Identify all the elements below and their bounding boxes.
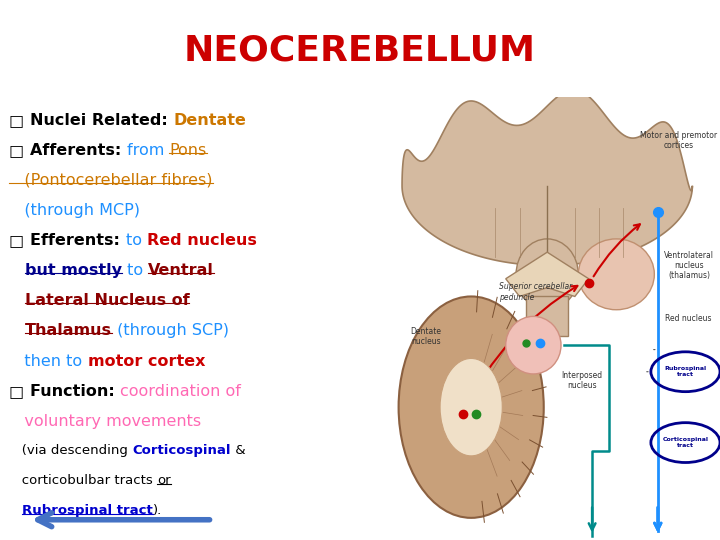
Ellipse shape	[578, 239, 654, 310]
Text: motor cortex: motor cortex	[88, 354, 205, 369]
Text: &: &	[231, 444, 246, 457]
Polygon shape	[505, 252, 589, 296]
Text: □: □	[9, 113, 30, 127]
Text: Ventral: Ventral	[148, 263, 214, 278]
Text: Nuclei Related:: Nuclei Related:	[30, 113, 174, 127]
Ellipse shape	[505, 316, 561, 374]
Text: (through SCP): (through SCP)	[112, 323, 229, 339]
Text: Ventrolateral
nucleus
(thalamus): Ventrolateral nucleus (thalamus)	[664, 251, 714, 280]
Text: Lateral Nucleus of: Lateral Nucleus of	[24, 293, 189, 308]
Polygon shape	[402, 90, 693, 266]
Text: Red nucleus: Red nucleus	[665, 314, 711, 323]
Ellipse shape	[440, 359, 503, 456]
Ellipse shape	[516, 239, 578, 310]
Text: Interposed
nucleus: Interposed nucleus	[561, 371, 603, 390]
Text: (Pontocerebellar fibres): (Pontocerebellar fibres)	[9, 173, 213, 188]
Text: Rubrospinal
tract: Rubrospinal tract	[665, 366, 706, 377]
Text: coordination of: coordination of	[120, 384, 241, 399]
Text: but mostly: but mostly	[24, 263, 122, 278]
Text: Corticospinal
tract: Corticospinal tract	[662, 437, 708, 448]
Text: (through MCP): (through MCP)	[9, 203, 140, 218]
Text: Superior cerebellar
peduncle: Superior cerebellar peduncle	[499, 282, 572, 302]
Text: then to: then to	[9, 354, 88, 369]
Text: Rubrospinal tract: Rubrospinal tract	[22, 504, 153, 517]
Text: (via descending: (via descending	[9, 444, 132, 457]
Text: ).: ).	[153, 504, 162, 517]
Text: Dentate
nucleus: Dentate nucleus	[410, 327, 442, 346]
Text: Thalamus: Thalamus	[24, 323, 112, 339]
Text: to: to	[122, 263, 148, 278]
Text: voluntary movements: voluntary movements	[9, 414, 202, 429]
Text: □: □	[9, 143, 30, 158]
Text: Efferents:: Efferents:	[30, 233, 125, 248]
Text: Pons: Pons	[169, 143, 207, 158]
Text: or: or	[158, 474, 171, 487]
Text: corticobulbar tracts: corticobulbar tracts	[9, 474, 158, 487]
Ellipse shape	[399, 296, 544, 518]
Text: Motor and premotor
cortices: Motor and premotor cortices	[640, 131, 717, 150]
Text: □: □	[9, 233, 30, 248]
Text: Corticospinal: Corticospinal	[132, 444, 231, 457]
Text: Dentate: Dentate	[174, 113, 246, 127]
Polygon shape	[526, 296, 568, 336]
Text: □: □	[9, 384, 30, 399]
Text: NEOCEREBELLUM: NEOCEREBELLUM	[184, 33, 536, 68]
Text: Afferents:: Afferents:	[30, 143, 127, 158]
Text: to: to	[125, 233, 147, 248]
Text: Function:: Function:	[30, 384, 120, 399]
Text: Red nucleus: Red nucleus	[147, 233, 256, 248]
Text: from: from	[127, 143, 169, 158]
